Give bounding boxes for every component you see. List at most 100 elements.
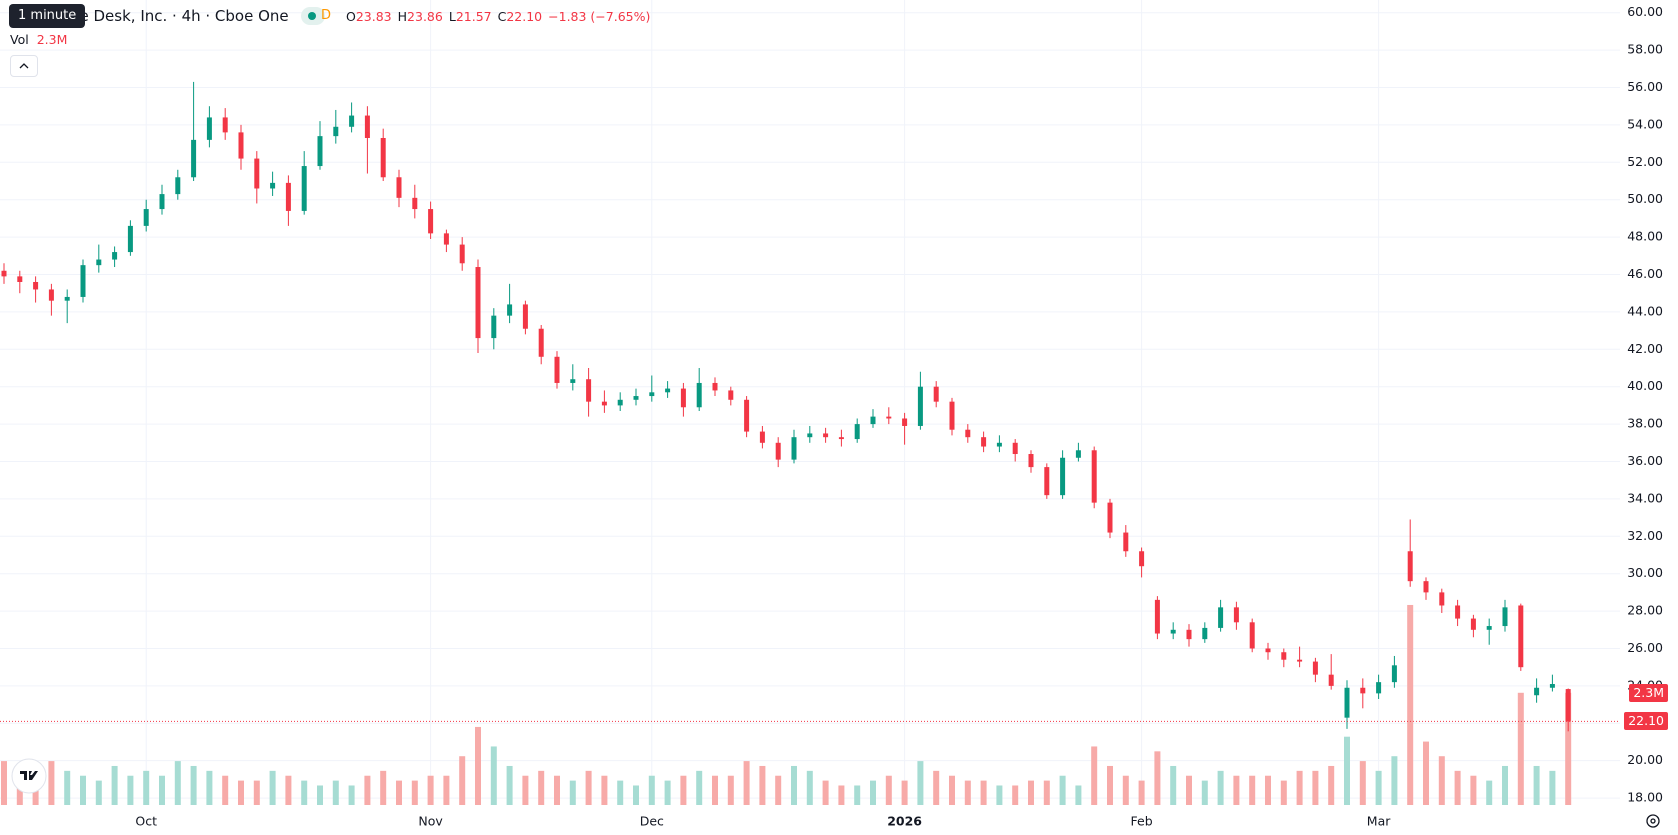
candle-body bbox=[1170, 629, 1176, 634]
candle-body bbox=[143, 209, 149, 226]
volume-bar bbox=[854, 785, 861, 805]
volume-bar bbox=[1075, 785, 1082, 805]
volume-bar bbox=[64, 770, 71, 805]
volume-bar bbox=[1138, 780, 1145, 805]
volume-bar bbox=[522, 775, 529, 805]
change: −1.83 (−7.65%) bbox=[548, 9, 651, 24]
x-tick-label: Dec bbox=[640, 814, 664, 829]
candle-body bbox=[712, 382, 718, 391]
candle-body bbox=[396, 177, 402, 198]
volume-bar bbox=[1359, 761, 1366, 805]
volume-bar bbox=[1154, 751, 1161, 805]
candle-body bbox=[1502, 607, 1508, 627]
volume-bar bbox=[664, 780, 671, 805]
volume-bar bbox=[1344, 736, 1350, 805]
volume-bar bbox=[1170, 765, 1177, 805]
ohlc-value: 21.57 bbox=[455, 9, 492, 24]
y-tick-label: 42.00 bbox=[1627, 341, 1663, 356]
y-tick-label: 20.00 bbox=[1627, 752, 1663, 767]
volume-bar bbox=[1423, 741, 1429, 805]
volume-bar bbox=[143, 770, 150, 805]
volume-bar bbox=[1502, 765, 1508, 805]
y-tick-label: 34.00 bbox=[1627, 490, 1663, 505]
candle-body bbox=[254, 158, 260, 189]
candle-body bbox=[1265, 648, 1271, 653]
ohlc-value: 23.83 bbox=[355, 9, 392, 24]
volume-bar bbox=[870, 780, 876, 805]
candle-body bbox=[1328, 674, 1334, 686]
volume-bar bbox=[269, 770, 276, 805]
candle-body bbox=[554, 356, 560, 383]
candle-body bbox=[886, 416, 892, 419]
volume-bar bbox=[1565, 692, 1572, 805]
ohlc-key: L bbox=[448, 9, 456, 24]
candle-body bbox=[1186, 629, 1192, 640]
volume-bar bbox=[48, 761, 55, 805]
tooltip: 1 minute bbox=[9, 4, 86, 28]
volume-bar bbox=[1280, 780, 1287, 805]
volume-bar bbox=[917, 761, 924, 805]
volume-bar bbox=[712, 775, 718, 805]
y-tick-label: 40.00 bbox=[1627, 378, 1663, 393]
candle-body bbox=[1044, 467, 1050, 496]
candle-body bbox=[759, 431, 765, 443]
tradingview-logo[interactable] bbox=[11, 758, 47, 794]
volume-bar bbox=[1059, 775, 1066, 805]
volume-bar bbox=[759, 765, 766, 805]
candle-body bbox=[380, 138, 386, 178]
candle-body bbox=[1486, 626, 1492, 630]
volume-bar bbox=[964, 780, 971, 805]
volume-bar bbox=[443, 775, 450, 805]
candle-body bbox=[823, 433, 829, 438]
ohlc-key: H bbox=[397, 9, 408, 24]
settings-icon[interactable] bbox=[1646, 814, 1660, 828]
candle-body bbox=[1123, 532, 1129, 552]
candle-body bbox=[364, 115, 370, 138]
volume-bar bbox=[949, 775, 955, 805]
volume-bar bbox=[1091, 746, 1098, 805]
candle-body bbox=[1470, 618, 1476, 630]
candle-body bbox=[1154, 599, 1160, 634]
candle-body bbox=[491, 315, 497, 339]
volume-bar bbox=[253, 780, 260, 805]
candle-body bbox=[80, 265, 86, 297]
candle-body bbox=[443, 233, 449, 245]
candle-body bbox=[1075, 450, 1081, 458]
volume-layer bbox=[1, 604, 1572, 805]
x-tick-label: Feb bbox=[1131, 814, 1153, 829]
volume-bar bbox=[538, 770, 545, 805]
volume-bar bbox=[822, 780, 829, 805]
candle-body bbox=[1565, 689, 1571, 722]
collapse-icon bbox=[19, 63, 29, 69]
candle-body bbox=[586, 379, 592, 402]
collapse-button[interactable] bbox=[10, 55, 38, 77]
volume-bar bbox=[1, 761, 7, 805]
candle-body bbox=[206, 117, 212, 140]
volume-bar bbox=[427, 775, 434, 805]
candle-body bbox=[191, 139, 197, 178]
ohlc-value: 22.10 bbox=[506, 9, 543, 24]
candle-body bbox=[222, 117, 228, 133]
volume-bar bbox=[348, 785, 355, 805]
data-badge[interactable]: D bbox=[321, 8, 332, 23]
volume-bar bbox=[775, 775, 782, 805]
candle-body bbox=[1423, 581, 1429, 593]
volume-bar bbox=[1470, 775, 1477, 805]
candle-body bbox=[665, 388, 671, 393]
y-tick-label: 18.00 bbox=[1627, 790, 1663, 805]
volume-bar bbox=[633, 785, 639, 805]
candle-body bbox=[1407, 551, 1413, 582]
volume-bar bbox=[806, 770, 813, 805]
candle-body bbox=[1281, 652, 1287, 660]
market-status[interactable] bbox=[301, 7, 325, 25]
candle-body bbox=[728, 390, 734, 400]
volume-bar bbox=[569, 780, 576, 805]
candle-body bbox=[238, 132, 244, 159]
candle-body bbox=[838, 437, 844, 440]
candle-body bbox=[270, 182, 276, 189]
volume-bar bbox=[1043, 780, 1050, 805]
volume-bar bbox=[222, 775, 229, 805]
candle-body bbox=[301, 166, 307, 211]
x-tick-label: Mar bbox=[1367, 814, 1391, 829]
